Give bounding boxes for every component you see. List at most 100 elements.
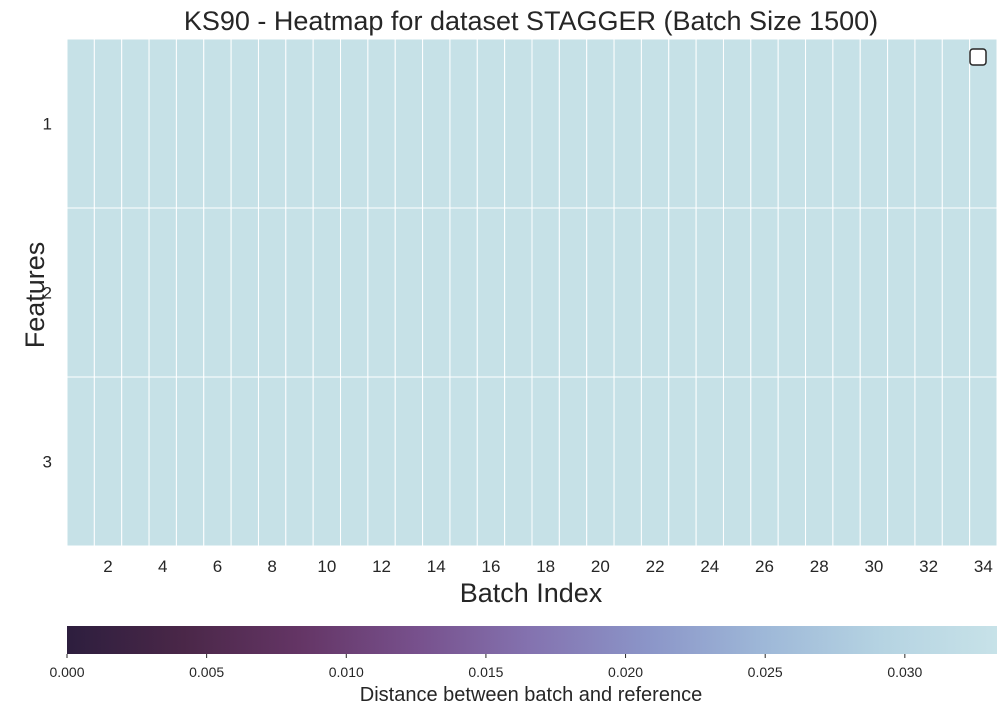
heatmap-cell — [230, 207, 259, 378]
heatmap-cell — [175, 38, 205, 209]
heatmap-cell — [531, 376, 560, 547]
heatmap-cell — [969, 207, 998, 378]
heatmap-cell — [777, 207, 807, 378]
heatmap-cell — [722, 38, 752, 209]
heatmap-cell — [941, 38, 971, 209]
heatmap-cell — [887, 376, 916, 547]
colorbar-tick-label: 0.015 — [468, 664, 503, 680]
heatmap-cell — [504, 207, 533, 378]
colorbar-tick-label: 0.025 — [748, 664, 783, 680]
heatmap-cell — [832, 38, 861, 209]
heatmap-cell — [121, 376, 150, 547]
x-tick-label: 16 — [482, 557, 501, 576]
heatmap-cell — [121, 38, 150, 209]
heatmap-cell — [312, 376, 342, 547]
y-axis-label: Features — [20, 242, 50, 349]
x-tick-label: 30 — [864, 557, 883, 576]
heatmap-cell — [230, 376, 259, 547]
heatmap-cell — [531, 38, 560, 209]
heatmap-cell — [750, 376, 779, 547]
heatmap-cell — [941, 207, 971, 378]
heatmap-cell — [66, 38, 95, 209]
x-tick-label: 4 — [158, 557, 167, 576]
heatmap-cell — [558, 38, 588, 209]
heatmap-cell — [777, 38, 807, 209]
heatmap-cell — [887, 38, 916, 209]
x-tick-label: 6 — [213, 557, 222, 576]
heatmap-cell — [832, 376, 861, 547]
heatmap-cell — [449, 38, 478, 209]
colorbar-tick-label: 0.020 — [608, 664, 643, 680]
legend-box — [969, 48, 987, 66]
heatmap-cell — [777, 376, 807, 547]
chart-title: KS90 - Heatmap for dataset STAGGER (Batc… — [184, 6, 878, 36]
x-tick-label: 14 — [427, 557, 446, 576]
x-tick-label: 20 — [591, 557, 610, 576]
heatmap-cell — [121, 207, 150, 378]
heatmap-cell — [449, 376, 478, 547]
heatmap-cell — [203, 376, 232, 547]
heatmap-cell — [914, 207, 943, 378]
heatmap-cell — [476, 38, 506, 209]
heatmap-cell — [203, 207, 232, 378]
heatmap-cell — [558, 376, 588, 547]
colorbar-tick-label: 0.010 — [329, 664, 364, 680]
x-tick-label: 8 — [267, 557, 276, 576]
heatmap-cell — [695, 207, 724, 378]
x-tick-label: 2 — [103, 557, 112, 576]
heatmap-cell — [66, 207, 95, 378]
heatmap-cell — [805, 38, 834, 209]
heatmap-cell — [66, 376, 95, 547]
heatmap-cell — [504, 376, 533, 547]
heatmap-cell — [312, 207, 342, 378]
y-tick-labels: 1 2 3 — [43, 115, 52, 472]
heatmap-cell — [476, 376, 506, 547]
heatmap-cell — [148, 207, 177, 378]
heatmap-cell — [859, 376, 889, 547]
x-tick-label: 10 — [317, 557, 336, 576]
heatmap-cell — [613, 38, 642, 209]
heatmap-cell — [367, 207, 396, 378]
heatmap-cell — [668, 38, 697, 209]
x-tick-label: 28 — [810, 557, 829, 576]
heatmap-cell — [941, 376, 971, 547]
heatmap-cell — [394, 207, 424, 378]
heatmap-cell — [531, 207, 560, 378]
x-tick-label: 12 — [372, 557, 391, 576]
heatmap-cell — [340, 376, 369, 547]
heatmap-cell — [175, 207, 205, 378]
heatmap-cell — [93, 38, 123, 209]
heatmap-cell — [93, 376, 123, 547]
colorbar-tick-label: 0.030 — [887, 664, 922, 680]
heatmap-cell — [504, 38, 533, 209]
heatmap-cell — [613, 376, 642, 547]
heatmap-cell — [285, 376, 314, 547]
heatmap-cell — [805, 207, 834, 378]
heatmap-cell — [148, 376, 177, 547]
heatmap-cell — [257, 207, 287, 378]
heatmap-cell — [586, 38, 615, 209]
heatmap-cell — [586, 376, 615, 547]
heatmap-cell — [586, 207, 615, 378]
heatmap-cell — [93, 207, 123, 378]
heatmap-cell — [175, 376, 205, 547]
heatmap-cell — [394, 376, 424, 547]
heatmap-cell — [394, 38, 424, 209]
heatmap-cell — [640, 207, 670, 378]
heatmap-cell — [722, 207, 752, 378]
heatmap-cells — [66, 38, 998, 547]
heatmap-cell — [640, 376, 670, 547]
heatmap-cell — [476, 207, 506, 378]
x-tick-label: 24 — [700, 557, 719, 576]
heatmap-cell — [859, 207, 889, 378]
heatmap-cell — [312, 38, 342, 209]
heatmap-cell — [230, 38, 259, 209]
x-axis-label: Batch Index — [460, 578, 603, 608]
heatmap-cell — [887, 207, 916, 378]
heatmap-cell — [285, 38, 314, 209]
y-tick-label: 2 — [43, 284, 52, 303]
heatmap-cell — [422, 376, 451, 547]
heatmap-cell — [203, 38, 232, 209]
heatmap-cell — [285, 207, 314, 378]
heatmap-cell — [969, 38, 998, 209]
